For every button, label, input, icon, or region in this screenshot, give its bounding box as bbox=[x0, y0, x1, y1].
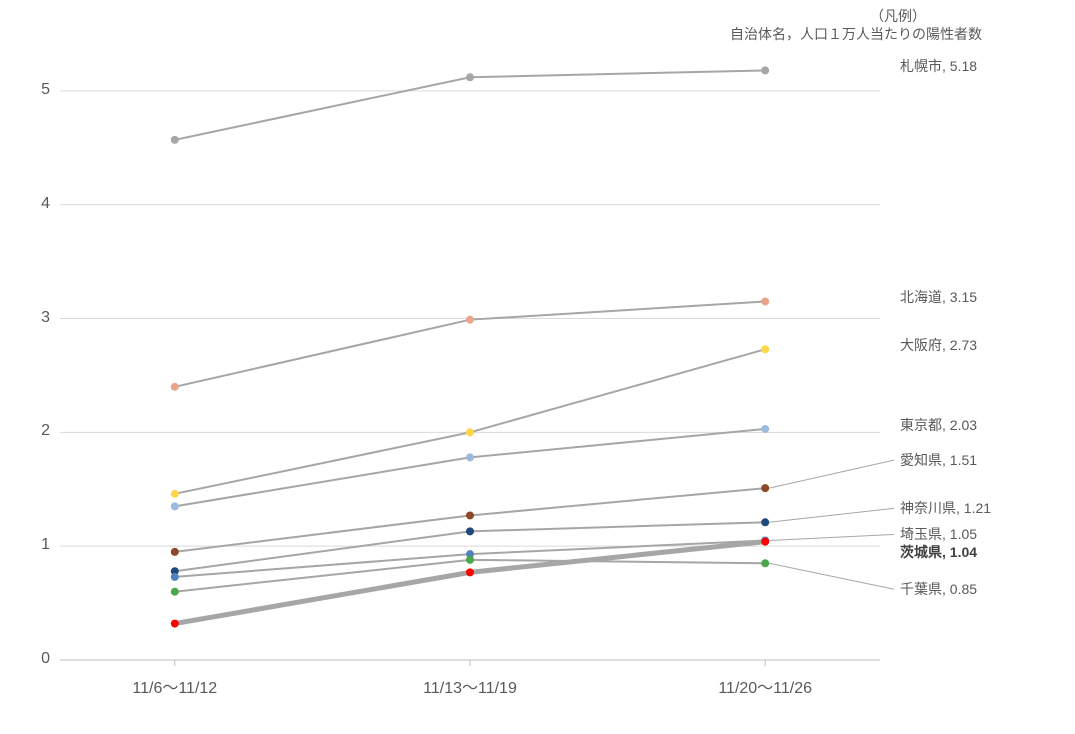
series-line bbox=[175, 429, 765, 506]
series-end-label: 札幌市, 5.18 bbox=[900, 56, 977, 76]
series-end-label: 千葉県, 0.85 bbox=[900, 579, 977, 599]
series-marker bbox=[171, 136, 179, 144]
line-chart: （凡例） 自治体名，人口１万人当たりの陽性者数 01234511/6～11/12… bbox=[0, 0, 1075, 734]
series-marker bbox=[466, 316, 474, 324]
series-marker bbox=[171, 490, 179, 498]
leader-line bbox=[769, 534, 894, 540]
series-end-label: 神奈川県, 1.21 bbox=[900, 498, 991, 518]
series-marker bbox=[171, 620, 179, 628]
series-marker bbox=[171, 548, 179, 556]
series-marker bbox=[171, 383, 179, 391]
series-marker bbox=[761, 297, 769, 305]
leader-line bbox=[769, 563, 894, 589]
series-marker bbox=[466, 556, 474, 564]
series-line bbox=[175, 488, 765, 552]
leader-line bbox=[769, 460, 894, 488]
y-tick-label: 1 bbox=[10, 536, 50, 554]
x-tick-label: 11/20～11/26 bbox=[718, 674, 812, 698]
series-marker bbox=[761, 538, 769, 546]
series-marker bbox=[761, 518, 769, 526]
series-end-label: 茨城県, 1.04 bbox=[900, 542, 977, 562]
series-marker bbox=[466, 527, 474, 535]
series-marker bbox=[466, 453, 474, 461]
series-marker bbox=[466, 428, 474, 436]
series-marker bbox=[171, 502, 179, 510]
x-tick-label: 11/6～11/12 bbox=[132, 674, 217, 698]
y-tick-label: 4 bbox=[10, 195, 50, 213]
series-line bbox=[175, 349, 765, 494]
series-marker bbox=[466, 73, 474, 81]
series-marker bbox=[761, 345, 769, 353]
y-tick-label: 2 bbox=[10, 422, 50, 440]
series-marker bbox=[761, 559, 769, 567]
x-tick-label: 11/13～11/19 bbox=[423, 674, 517, 698]
series-marker bbox=[171, 588, 179, 596]
y-tick-label: 3 bbox=[10, 309, 50, 327]
y-tick-label: 5 bbox=[10, 81, 50, 99]
leader-line bbox=[769, 508, 894, 522]
series-end-label: 大阪府, 2.73 bbox=[900, 335, 977, 355]
series-end-label: 愛知県, 1.51 bbox=[900, 450, 977, 470]
series-marker bbox=[466, 511, 474, 519]
chart-svg bbox=[0, 0, 1075, 734]
series-marker bbox=[761, 484, 769, 492]
series-end-label: 北海道, 3.15 bbox=[900, 287, 977, 307]
series-end-label: 東京都, 2.03 bbox=[900, 415, 977, 435]
series-marker bbox=[466, 568, 474, 576]
series-marker bbox=[171, 573, 179, 581]
series-marker bbox=[761, 425, 769, 433]
y-tick-label: 0 bbox=[10, 650, 50, 668]
series-marker bbox=[761, 66, 769, 74]
